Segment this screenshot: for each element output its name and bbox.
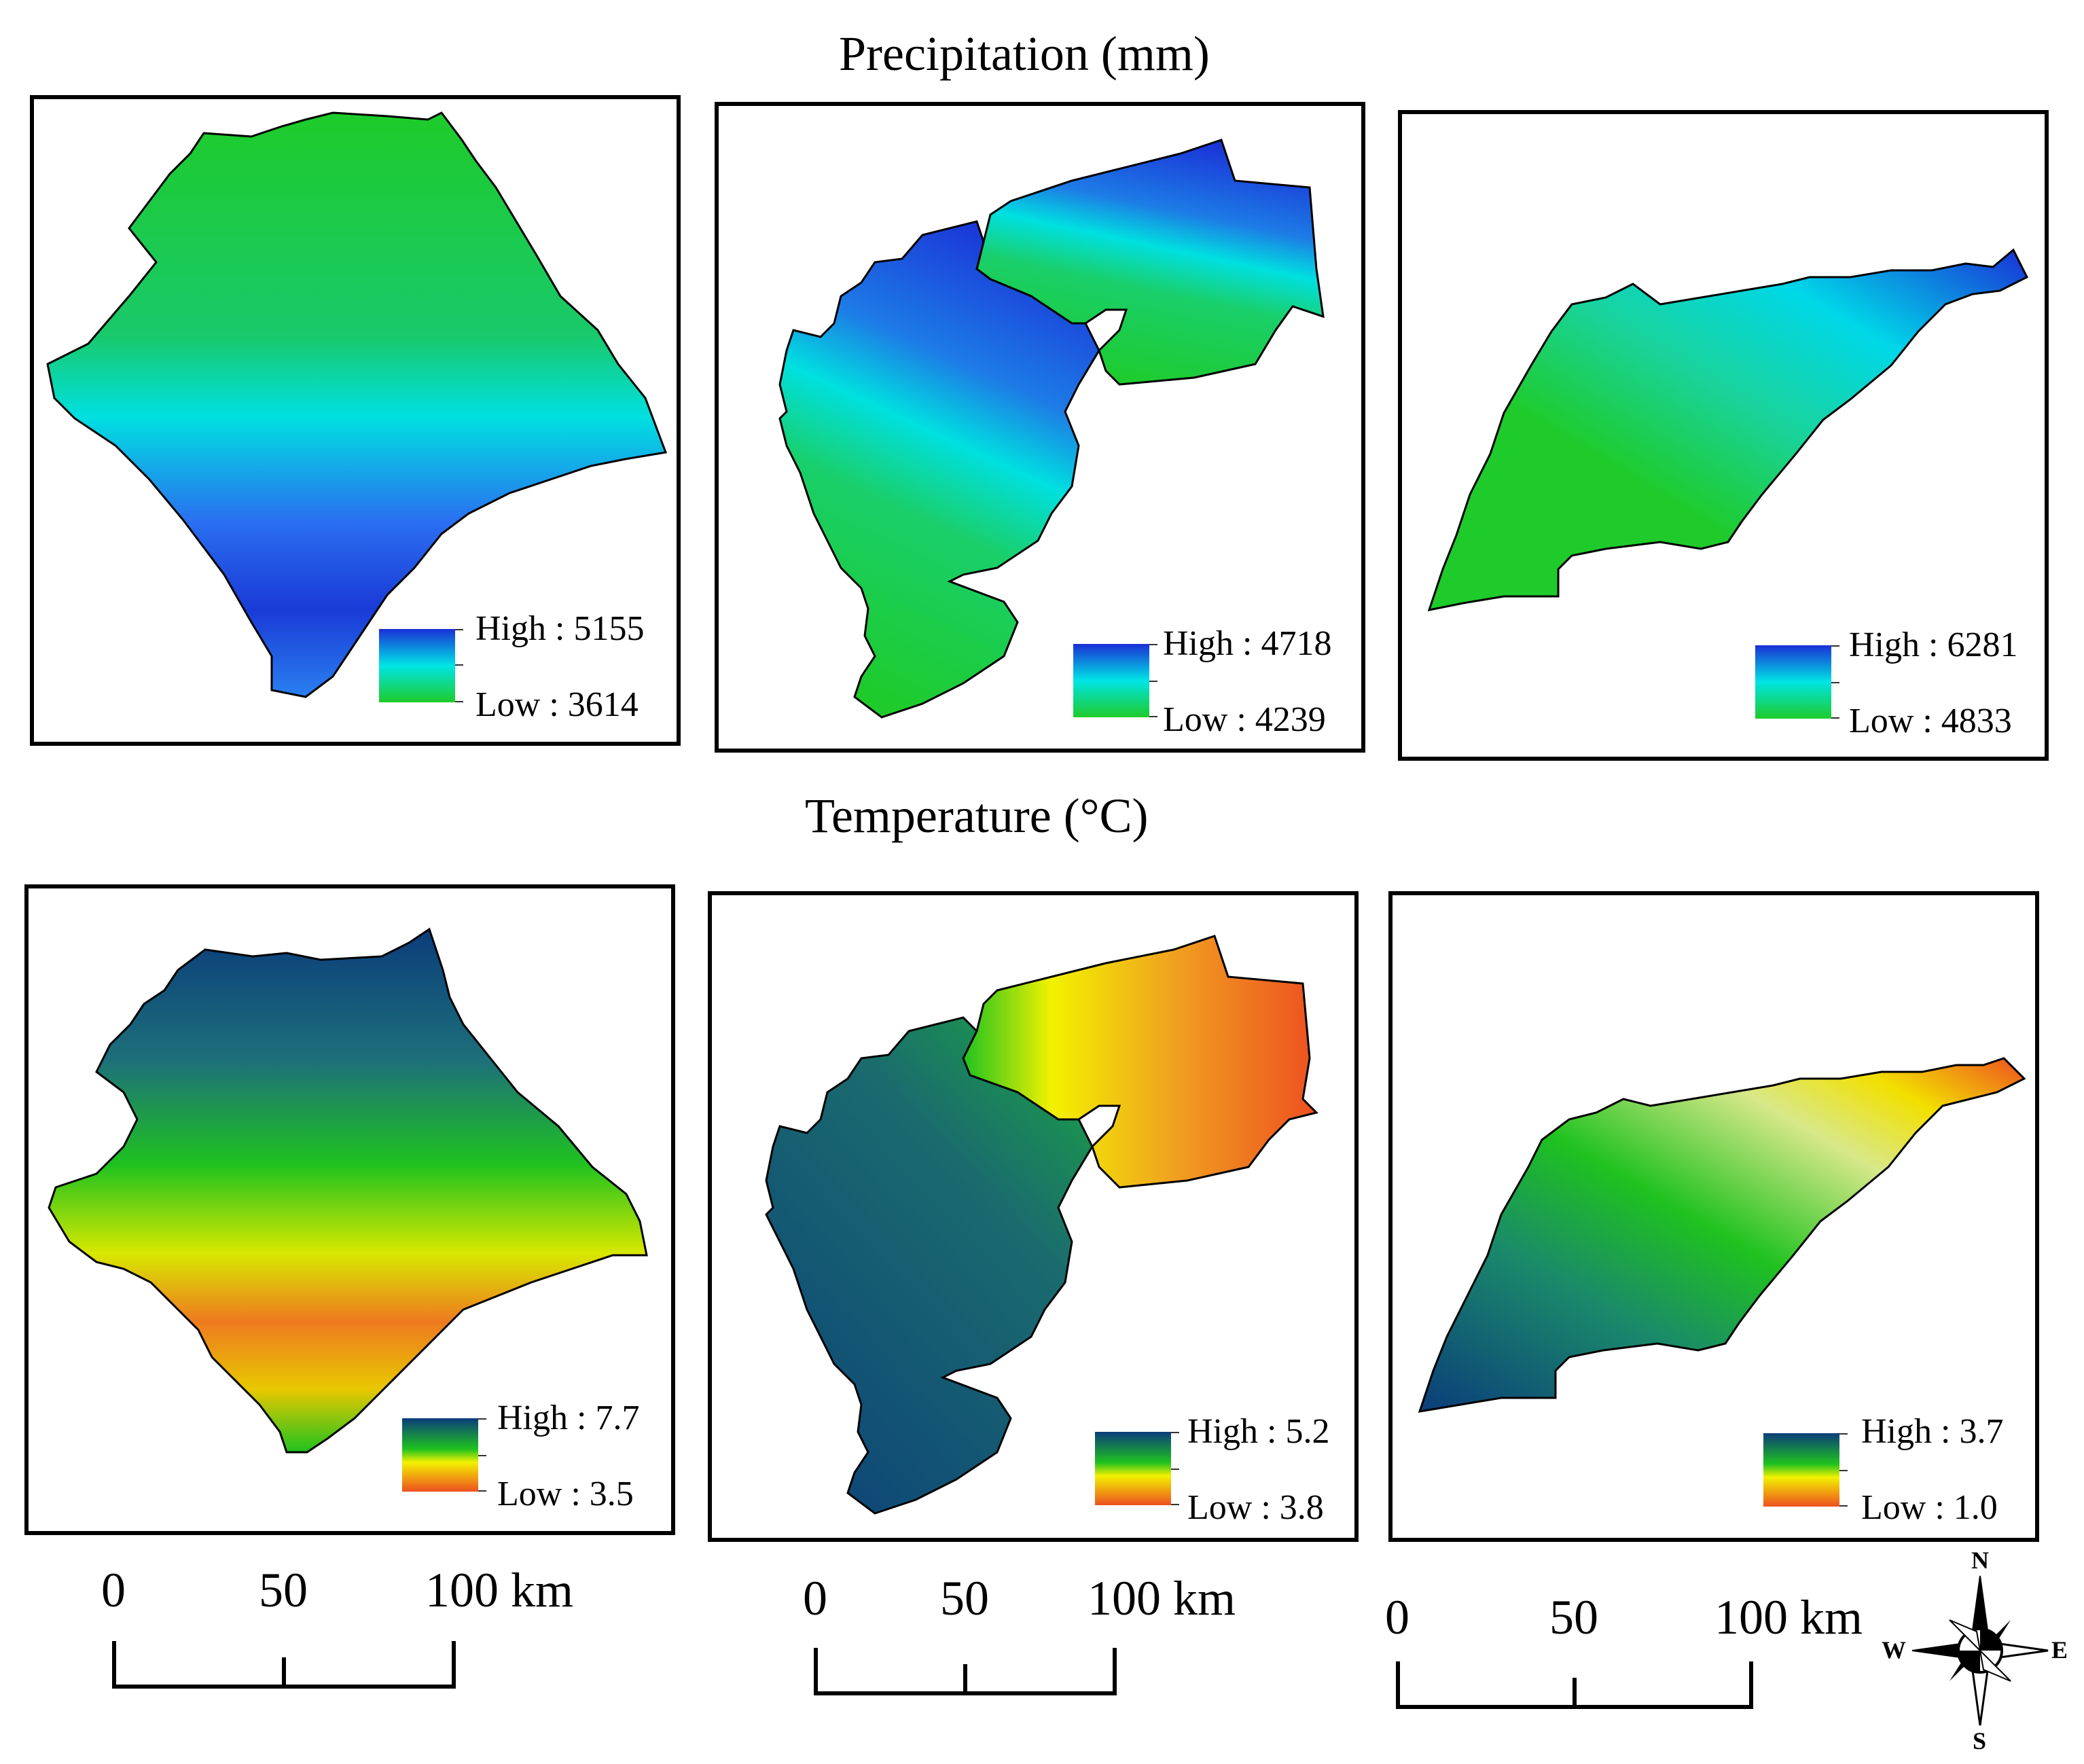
scale-bar-3-label-50: 50 — [1549, 1590, 1598, 1644]
compass-south-label: S — [1973, 1727, 1987, 1754]
precip-map-2-region — [778, 139, 1325, 719]
precip-legend-3-bar — [1755, 645, 1831, 719]
scale-bar-1-label-100: 100 km — [425, 1563, 574, 1617]
scale-bar-2-label-50: 50 — [940, 1571, 989, 1625]
temperature-title: Temperature (°C) — [805, 789, 1149, 843]
precip-map-panel-3: High : 6281 Low : 4833 — [1398, 110, 2049, 761]
compass-north-label: N — [1971, 1547, 1989, 1574]
scale-bar-2-label-100: 100 km — [1087, 1571, 1236, 1625]
temp-map-2-region — [765, 935, 1318, 1515]
scale-bar-1-label-50: 50 — [259, 1563, 308, 1617]
compass-rose-icon — [1911, 1575, 2049, 1726]
precip-map-panel-1: High : 5155 Low : 3614 — [30, 95, 681, 746]
temp-legend-1-high: High : 7.7 — [497, 1399, 640, 1437]
temp-legend-1-low: Low : 3.5 — [497, 1475, 634, 1513]
precip-legend-3-low: Low : 4833 — [1849, 702, 2012, 740]
precip-legend-2-high: High : 4718 — [1163, 624, 1332, 663]
temp-map-panel-1: High : 7.7 Low : 3.5 — [24, 884, 675, 1535]
precip-map-panel-2: High : 4718 Low : 4239 — [715, 102, 1365, 753]
scale-bar-1-label-0: 0 — [101, 1563, 126, 1617]
temp-map-1-region — [48, 927, 648, 1454]
precip-map-3-region — [1427, 248, 2029, 611]
temp-legend-2-low: Low : 3.8 — [1187, 1488, 1324, 1527]
precip-legend-1-low: Low : 3614 — [475, 685, 639, 724]
compass-west-label: W — [1882, 1636, 1906, 1663]
precip-legend-1-high: High : 5155 — [475, 609, 645, 648]
temp-legend-1-bar — [402, 1418, 478, 1492]
temp-map-panel-3: High : 3.7 Low : 1.0 — [1388, 891, 2039, 1542]
temp-legend-2-bar — [1095, 1432, 1171, 1505]
precipitation-title: Precipitation (mm) — [839, 26, 1210, 81]
precip-legend-2-bar — [1073, 644, 1149, 717]
scale-bar-3-label-100: 100 km — [1714, 1590, 1863, 1644]
temp-legend-3-bar — [1763, 1433, 1839, 1507]
precip-legend-1-bar — [379, 629, 455, 702]
compass-east-label: E — [2051, 1636, 2068, 1663]
precip-map-1-region — [46, 111, 668, 698]
scale-bar-2-label-0: 0 — [803, 1571, 827, 1625]
temp-map-panel-2: High : 5.2 Low : 3.8 — [708, 891, 1359, 1542]
temp-legend-3-low: Low : 1.0 — [1861, 1488, 1998, 1527]
scale-bar-3-label-0: 0 — [1385, 1590, 1409, 1644]
temp-legend-3-high: High : 3.7 — [1861, 1412, 2004, 1451]
precip-legend-2-low: Low : 4239 — [1163, 700, 1326, 739]
temp-legend-2-high: High : 5.2 — [1187, 1412, 1330, 1451]
north-arrow-compass: N S E W — [1882, 1547, 2079, 1754]
temp-map-3-region — [1418, 1057, 2026, 1413]
precip-legend-3-high: High : 6281 — [1849, 626, 2018, 664]
